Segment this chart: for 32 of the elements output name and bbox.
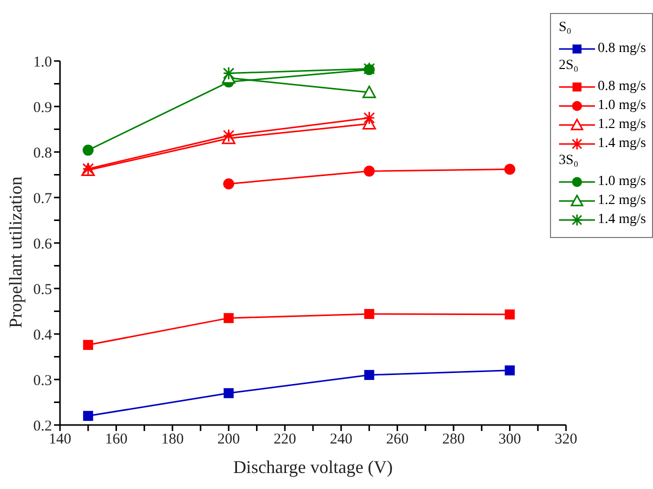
x-tick-label: 300	[498, 432, 522, 448]
annotation: 2S₀	[558, 58, 578, 73]
annotation: 3S₀	[558, 153, 578, 168]
legend-label: 0.8 mg/s	[598, 78, 646, 94]
y-tick-label: 0.3	[33, 372, 52, 389]
legend-label: 1.2 mg/s	[598, 116, 646, 132]
x-tick-label: 220	[274, 432, 296, 448]
x-tick-label: 160	[104, 432, 128, 448]
legend-label: 1.0 mg/s	[598, 174, 646, 190]
text: S₀	[558, 20, 572, 35]
x-tick-label: 280	[442, 432, 465, 448]
legend-label: 1.4 mg/s	[598, 136, 646, 152]
x-tick-label: 140	[48, 432, 72, 448]
y-tick-label: 0.8	[33, 145, 52, 162]
x-tick-label: 320	[554, 432, 578, 448]
legend-label: 1.0 mg/s	[598, 98, 646, 114]
x-tick-label: 260	[386, 432, 409, 448]
y-tick-label: 0.5	[33, 282, 52, 298]
legend-label: 1.4 mg/s	[598, 212, 646, 228]
legend-label: 0.8 mg/s	[598, 40, 646, 56]
y-tick-label: 0.7	[33, 190, 52, 207]
y-tick-label: 0.9	[33, 100, 52, 116]
x-axis-title: Discharge voltage (V)	[233, 457, 393, 477]
y-axis-title: Propellant utilization	[5, 176, 26, 328]
x-tick-label: 180	[161, 432, 184, 448]
x-tick-label: 200	[217, 432, 240, 448]
y-tick-label: 0.2	[33, 418, 52, 434]
x-tick-label: 240	[330, 432, 352, 448]
y-tick-label: 0.4	[33, 327, 52, 344]
legend-label: 1.2 mg/s	[598, 192, 646, 208]
y-tick-label: 1.0	[33, 54, 52, 70]
y-tick-label: 0.6	[33, 236, 52, 252]
